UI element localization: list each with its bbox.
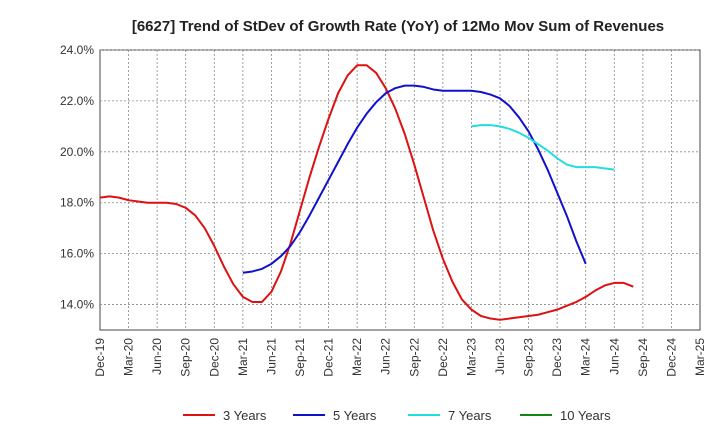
y-tick-label: 20.0% — [60, 145, 94, 159]
plot-area — [99, 49, 701, 331]
x-tick-label: Mar-23 — [464, 338, 478, 376]
legend-label-10-years: 10 Years — [560, 408, 611, 423]
x-tick-label: Sep-24 — [636, 338, 650, 377]
x-tick-label: Mar-25 — [693, 338, 707, 376]
x-axis: Dec-19 Mar-20 Jun-20 Sep-20 Dec-20 Mar-21 Jun-… — [93, 338, 707, 377]
x-tick-label: Jun-23 — [493, 338, 507, 375]
x-tick-label: Sep-22 — [407, 338, 421, 377]
y-tick-label: 22.0% — [60, 94, 94, 108]
x-tick-label: Jun-21 — [264, 338, 278, 375]
x-tick-label: Jun-24 — [607, 338, 621, 375]
legend: 3 Years 5 Years 7 Years 10 Years — [183, 408, 611, 423]
y-tick-label: 24.0% — [60, 43, 94, 57]
legend-label-3-years: 3 Years — [223, 408, 267, 423]
y-tick-label: 18.0% — [60, 196, 94, 210]
series-group — [99, 64, 634, 321]
x-tick-label: Dec-20 — [207, 338, 221, 377]
x-tick-label: Dec-22 — [436, 338, 450, 377]
series-line-7-years — [471, 124, 615, 171]
x-tick-label: Jun-20 — [150, 338, 164, 375]
series-line-3-years — [99, 64, 634, 321]
y-tick-label: 14.0% — [60, 298, 94, 312]
x-tick-label: Sep-23 — [522, 338, 536, 377]
y-axis: 14.0% 16.0% 18.0% 20.0% 22.0% 24.0% — [60, 43, 94, 312]
x-tick-label: Sep-20 — [179, 338, 193, 377]
x-tick-label: Mar-20 — [122, 338, 136, 376]
x-tick-label: Dec-19 — [93, 338, 107, 377]
x-tick-label: Mar-21 — [236, 338, 250, 376]
chart-title: [6627] Trend of StDev of Growth Rate (Yo… — [132, 18, 664, 35]
legend-label-7-years: 7 Years — [448, 408, 492, 423]
x-tick-label: Dec-24 — [664, 338, 678, 377]
x-tick-label: Dec-23 — [550, 338, 564, 377]
x-tick-label: Sep-21 — [293, 338, 307, 377]
x-tick-label: Dec-21 — [322, 338, 336, 377]
x-tick-label: Mar-24 — [579, 338, 593, 376]
x-tick-label: Jun-22 — [379, 338, 393, 375]
series-line-5-years — [242, 84, 587, 274]
x-tick-label: Mar-22 — [350, 338, 364, 376]
y-tick-label: 16.0% — [60, 247, 94, 261]
legend-label-5-years: 5 Years — [333, 408, 377, 423]
